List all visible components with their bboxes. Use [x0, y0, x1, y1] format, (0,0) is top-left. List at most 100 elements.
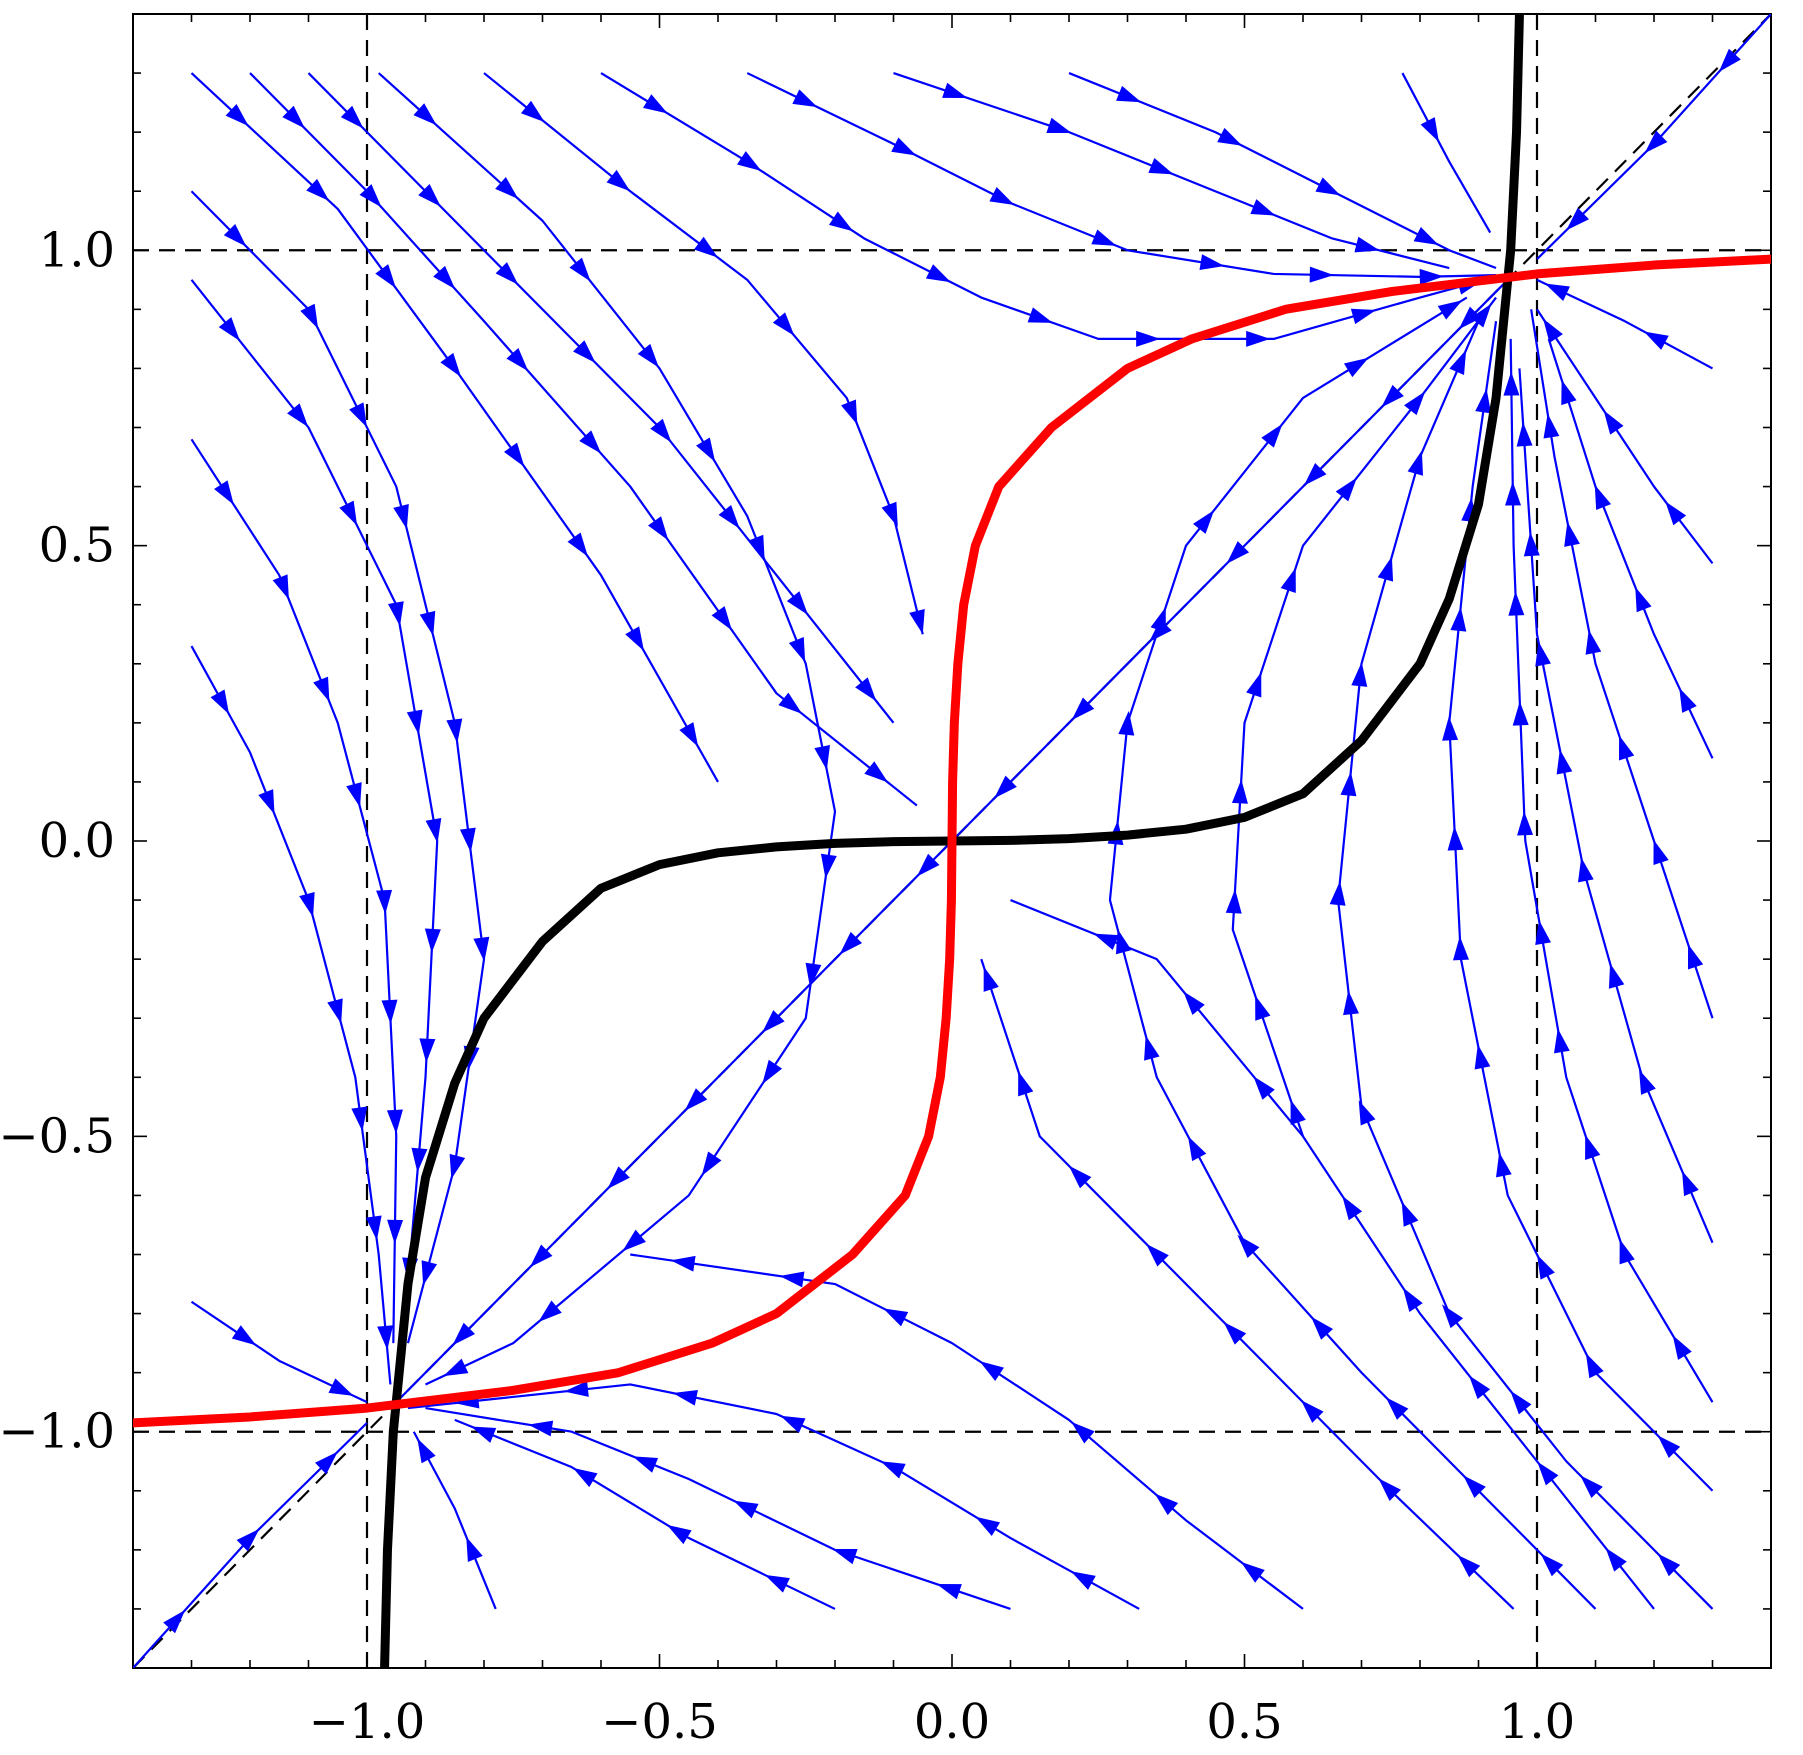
- streamline-arrow: [679, 722, 699, 747]
- streamline-arrow: [506, 347, 529, 372]
- streamline-arrow: [1672, 1335, 1692, 1360]
- streamline-arrow: [1564, 521, 1580, 547]
- streamline-arrow: [300, 303, 319, 329]
- streamline-arrow: [994, 775, 1017, 799]
- streamline-arrow: [421, 1260, 438, 1286]
- streamline-arrow: [788, 637, 806, 663]
- streamline-arrow: [1404, 391, 1426, 416]
- x-tick-label: −1.0: [309, 1694, 426, 1750]
- streamline-arrow: [718, 504, 740, 529]
- streamline-arrow: [643, 94, 668, 114]
- streamline-arrow: [406, 709, 423, 735]
- streamline-arrow: [1687, 944, 1704, 970]
- streamline-arrow: [1644, 130, 1668, 154]
- streamline-arrow: [1116, 85, 1142, 103]
- streamline-arrow: [459, 827, 476, 853]
- streamline-arrow: [299, 892, 315, 918]
- streamline: [190, 438, 398, 1344]
- x-tick-label: 0.5: [1206, 1694, 1282, 1750]
- streamline: [746, 72, 1497, 278]
- x-tick-label: −0.5: [601, 1694, 718, 1750]
- streamline-arrow: [538, 1300, 562, 1323]
- streamline-arrow: [891, 137, 917, 156]
- streamline-arrow: [1401, 1201, 1419, 1227]
- streamline-arrow: [936, 1584, 962, 1600]
- streamline-arrow: [419, 1038, 436, 1063]
- streamline-arrow: [1585, 629, 1602, 655]
- streamline-arrow: [1115, 929, 1132, 955]
- streamline-arrow: [1442, 716, 1459, 741]
- streamline-arrow: [424, 928, 441, 953]
- streamline: [190, 190, 486, 1344]
- streamline-arrow: [1148, 157, 1174, 175]
- streamline-arrow: [670, 1255, 696, 1272]
- streamline-arrow: [1343, 357, 1369, 378]
- streamline-arrow: [529, 1244, 553, 1268]
- streamline-arrow: [1378, 1478, 1401, 1501]
- streamline-arrow: [327, 998, 343, 1024]
- streamline-arrow: [236, 1528, 260, 1552]
- streamline-arrow: [313, 676, 330, 702]
- streamline-arrow: [1071, 1421, 1095, 1444]
- streamline-arrow: [376, 889, 393, 915]
- streamline-arrow: [1354, 236, 1380, 253]
- streamline-arrow: [1718, 48, 1741, 72]
- streamline-arrow: [1496, 1152, 1512, 1178]
- streamline-arrow: [1225, 889, 1242, 914]
- streamline-arrow: [163, 1610, 186, 1634]
- streamline-arrow: [1475, 388, 1492, 414]
- streamline-arrow: [650, 418, 672, 443]
- streamline-arrow: [1585, 1353, 1604, 1379]
- streamline-arrow: [417, 1438, 436, 1464]
- streamline-arrow: [503, 442, 525, 467]
- streamline-arrow: [1183, 991, 1205, 1015]
- streamline-arrow: [979, 1361, 1004, 1382]
- streamline-arrow: [1311, 1316, 1334, 1340]
- streamline-arrow: [989, 187, 1015, 206]
- streamline-arrow: [762, 1010, 785, 1033]
- streamline-arrow: [1402, 1287, 1423, 1312]
- streamline-arrow: [1340, 771, 1357, 797]
- streamline-arrow: [225, 103, 249, 127]
- streamline-arrow: [1261, 423, 1283, 448]
- streamline-arrow: [864, 761, 889, 783]
- y-tick-label: 1.0: [39, 222, 115, 278]
- x-tick-label: 0.0: [914, 1694, 990, 1750]
- streamline-arrow: [1413, 226, 1439, 245]
- streamline-arrow: [282, 105, 305, 129]
- y-axis-tick-labels: −1.0 −0.5 0.0 0.5 1.0: [0, 222, 115, 1459]
- streamline-arrow: [983, 966, 999, 992]
- streamline-arrow: [1619, 1239, 1635, 1265]
- streamline-arrow: [1437, 300, 1463, 320]
- streamline: [980, 958, 1515, 1610]
- streamline-arrow: [446, 718, 463, 744]
- streamline-arrow: [666, 1524, 692, 1545]
- streamline-arrow: [1091, 229, 1117, 246]
- red-curve: [133, 254, 1771, 1428]
- streamline-arrow: [1453, 936, 1469, 961]
- streamline-arrow: [1540, 1553, 1564, 1577]
- streamline-arrow: [569, 257, 591, 282]
- streamline-arrow: [1246, 330, 1271, 347]
- streamline-arrow: [359, 184, 382, 208]
- streamline-arrow: [214, 480, 234, 505]
- streamline-arrow: [1517, 811, 1534, 836]
- streamline-arrow: [1463, 1475, 1486, 1499]
- streamline-arrow: [909, 609, 925, 635]
- streamline-arrow: [1315, 177, 1341, 196]
- streamline-arrow: [340, 105, 364, 129]
- streamline-arrow: [1457, 1554, 1481, 1578]
- streamline-arrow: [1510, 1390, 1532, 1415]
- streamline-arrow: [1566, 207, 1589, 231]
- streamline-arrow: [828, 211, 854, 232]
- streamline-arrow: [1643, 331, 1669, 350]
- streamline-arrow: [440, 352, 462, 377]
- vector-field: [133, 14, 1771, 1668]
- streamline-arrow: [231, 1325, 257, 1346]
- streamline-arrow: [805, 962, 822, 988]
- streamline-arrow: [792, 89, 818, 108]
- streamline-arrow: [567, 532, 588, 557]
- axis-ticks: [133, 14, 1771, 1668]
- streamline-arrow: [1470, 303, 1492, 328]
- streamline-arrow: [223, 223, 247, 247]
